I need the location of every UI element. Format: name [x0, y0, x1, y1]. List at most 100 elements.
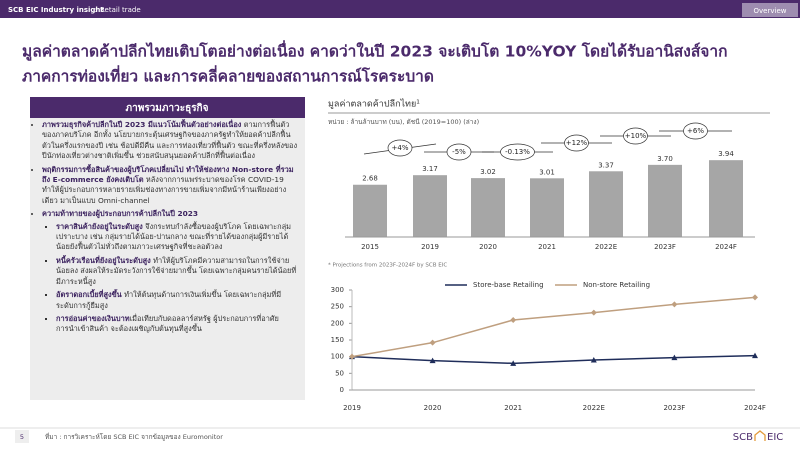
bullet-bold: ภาพรวมธุรกิจค้าปลีกในปี 2023 มีแนวโน้มฟื…: [42, 120, 242, 129]
x-tick-label: 2021: [538, 243, 556, 251]
bullet-text: ทำให้ผู้บริโภคมีความสามารถในการใช้จ่ายน้…: [56, 255, 297, 286]
bullet: ราคาสินค้ายังอยู่ในระดับสูง จึงกระทบกำลั…: [56, 222, 298, 253]
value-label: 2.68: [362, 175, 378, 183]
title-line: มูลค่าตลาดค้าปลีกไทยเติบโตอย่างต่อเนื่อง…: [22, 40, 727, 63]
bar: [648, 164, 682, 237]
tab[interactable]: Overview: [754, 7, 787, 15]
bar: [413, 175, 447, 237]
annotation: +10%: [625, 132, 647, 140]
y-tick-label: 250: [331, 303, 344, 311]
chart-subtitle: หน่วย : ล้านล้านบาท (บน), ดัชนี (2019=10…: [328, 118, 479, 126]
y-tick-label: 100: [331, 353, 344, 361]
value-label: 3.94: [718, 150, 734, 158]
bullet-list: ราคาสินค้ายังอยู่ในระดับสูง จึงกระทบกำลั…: [42, 222, 298, 335]
logo-right: EIC: [767, 432, 783, 443]
title-line: ภาคการท่องเที่ยว และการคลี่คลายของสถานกา…: [22, 65, 434, 86]
marker: [510, 360, 517, 366]
y-tick-label: 150: [331, 336, 344, 344]
source: ที่มา : การวิเคราะห์โดย SCB EIC จากข้อมู…: [45, 432, 223, 441]
bullet-bold: การอ่อนค่าของเงินบาท: [56, 313, 130, 323]
bullet-text: ทำให้ต้นทุนด้านการเงินเพิ่มขึ้น โดยเฉพาะ…: [56, 290, 282, 310]
x-tick-label: 2024F: [744, 404, 766, 412]
x-tick-label: 2023F: [663, 404, 685, 412]
bullet-bold: ราคาสินค้ายังอยู่ในระดับสูง: [56, 221, 143, 231]
annotation-bubble: [446, 143, 472, 161]
x-tick-label: 2020: [479, 243, 497, 251]
page-number: 5: [20, 433, 24, 441]
annotation: +12%: [566, 139, 588, 147]
marker: [752, 294, 758, 301]
x-tick-label: 2015: [361, 243, 379, 251]
bullet-text: หลังจากการแพร่ระบาดของโรค COVID-19 ทำให้…: [42, 175, 287, 205]
bullet: ความท้าทายของผู้ประกอบการค้าปลีกในปี 202…: [42, 209, 298, 334]
topic: Retail trade: [100, 6, 141, 14]
bar: [530, 178, 564, 237]
bullet-bold: อัตราดอกเบี้ยที่สูงขึ้น: [56, 290, 122, 300]
bar: [353, 184, 387, 237]
x-tick-label: 2020: [424, 404, 442, 412]
marker: [671, 301, 678, 308]
top-bar: [0, 0, 800, 18]
x-tick-label: 2019: [343, 404, 361, 412]
bullet-text: ตามการฟื้นตัวของภาคบริโภค อีกทั้ง นโยบาย…: [42, 120, 298, 161]
bar: [471, 178, 505, 237]
separator: :: [94, 6, 96, 14]
marker: [510, 317, 517, 323]
value-label: 3.17: [422, 165, 438, 173]
bar: [709, 160, 743, 237]
y-tick-label: 200: [331, 319, 344, 327]
bullet-bold: หนี้ครัวเรือนที่ยังอยู่ในระดับสูง: [56, 255, 151, 265]
chart-title: มูลค่าตลาดค้าปลีกไทย¹: [328, 99, 420, 110]
value-label: 3.37: [598, 161, 614, 169]
annotation: +4%: [392, 144, 409, 152]
annotation-bubble: [623, 127, 648, 145]
panel-header: [30, 97, 305, 118]
marker: [429, 357, 436, 364]
annotation-bubble: [500, 143, 535, 161]
value-label: 3.01: [539, 168, 555, 176]
value-label: 3.70: [657, 155, 673, 163]
legend-label: Store-base Retailing: [473, 281, 544, 289]
panel-text: ภาพรวมธุรกิจค้าปลีกในปี 2023 มีแนวโน้มฟื…: [30, 120, 298, 338]
footnote: * Projections from 2023F-2024F by SCB EI…: [328, 263, 447, 269]
bullet: พฤติกรรมการซื้อสินค้าของผู้บริโภคเปลี่ยน…: [42, 165, 298, 207]
bullet: การอ่อนค่าของเงินบาทเมื่อเทียบกับดอลลาร์…: [56, 314, 298, 335]
bullet: ภาพรวมธุรกิจค้าปลีกในปี 2023 มีแนวโน้มฟื…: [42, 120, 298, 162]
marker: [429, 339, 436, 346]
logo-icon: [754, 430, 766, 441]
y-tick-label: 300: [331, 286, 344, 294]
page-box: [15, 430, 29, 443]
x-tick-label: 2019: [421, 243, 439, 251]
annotation-bubble: [387, 139, 413, 157]
annotation: -5%: [452, 148, 466, 156]
x-tick-label: 2021: [504, 404, 522, 412]
bullet: อัตราดอกเบี้ยที่สูงขึ้น ทำให้ต้นทุนด้านก…: [56, 290, 298, 311]
marker: [590, 357, 597, 363]
bullet-list: ภาพรวมธุรกิจค้าปลีกในปี 2023 มีแนวโน้มฟื…: [30, 120, 298, 335]
logo-left: SCB: [733, 432, 753, 443]
bullet-text: จึงกระทบกำลังซื้อของผู้บริโภค โดยเฉพาะกล…: [56, 221, 292, 252]
bullet-bold: พฤติกรรมการซื้อสินค้าของผู้บริโภคเปลี่ยน…: [42, 164, 294, 185]
line: [351, 296, 756, 358]
x-tick-label: 2022E: [595, 243, 617, 251]
section: SCB EIC Industry insight: [8, 6, 104, 14]
panel-bg: [30, 97, 305, 400]
marker: [349, 353, 355, 360]
bullet: หนี้ครัวเรือนที่ยังอยู่ในระดับสูง ทำให้ผ…: [56, 256, 298, 287]
x-tick-label: 2022E: [583, 404, 605, 412]
y-tick-label: 0: [340, 386, 344, 394]
y-tick-label: 50: [335, 369, 344, 377]
annotation: +6%: [687, 127, 704, 135]
value-label: 3.02: [480, 168, 496, 176]
panel-title: ภาพรวมภาวะธุรกิจ: [126, 102, 209, 114]
marker: [752, 352, 758, 359]
bar: [589, 171, 623, 237]
marker: [671, 354, 678, 361]
x-tick-label: 2024F: [715, 243, 737, 251]
line: [351, 354, 756, 365]
tab-bg: [742, 3, 798, 17]
x-tick-label: 2023F: [654, 243, 676, 251]
annotation-bubble: [564, 134, 589, 152]
